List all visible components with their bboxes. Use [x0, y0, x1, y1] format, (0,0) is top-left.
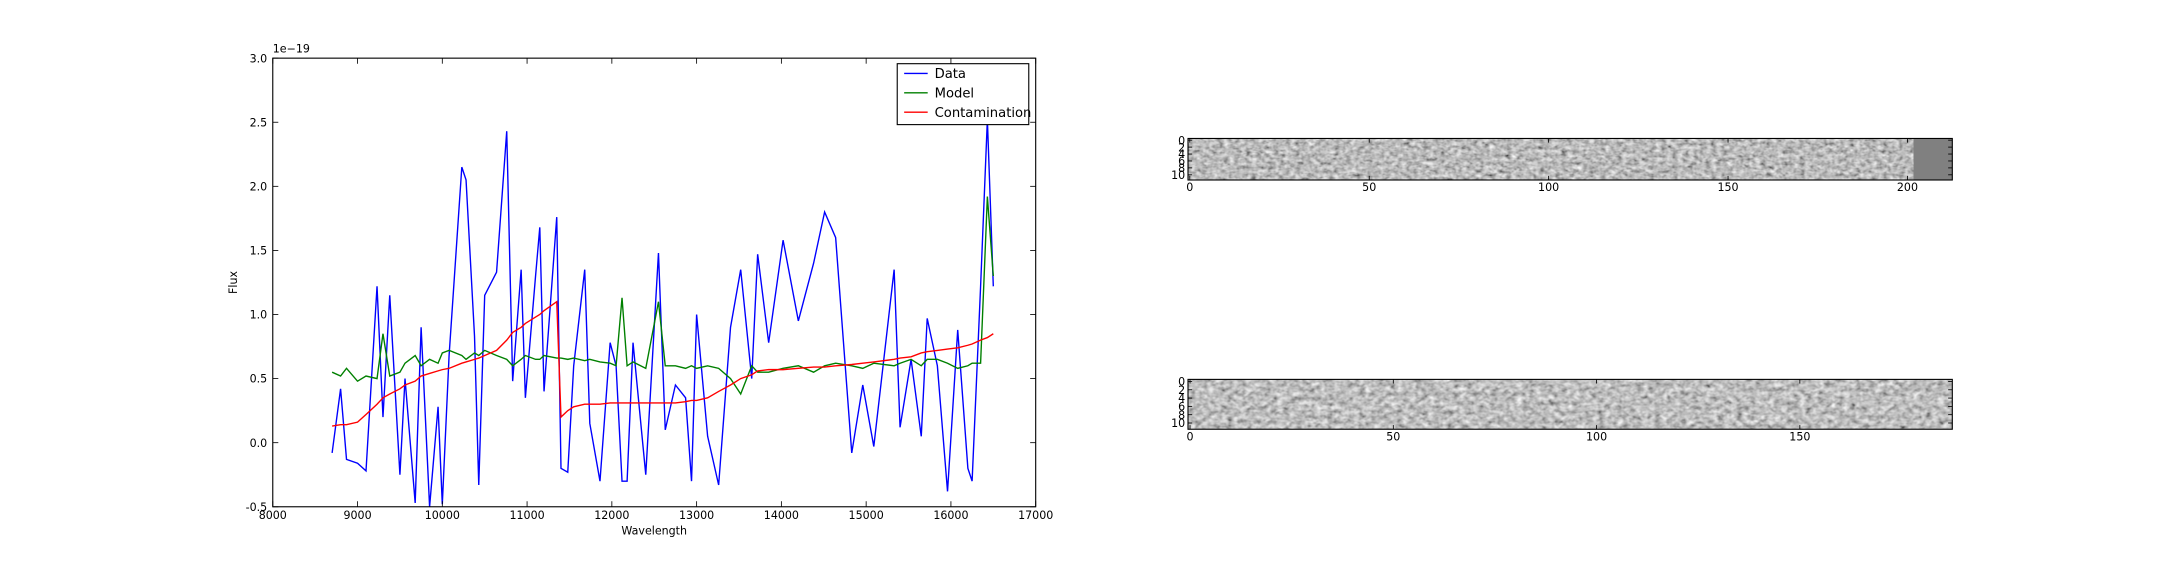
x-tick-label: 13000	[679, 509, 714, 522]
y-offset-label: 1e−19	[273, 43, 310, 56]
image-frame	[1187, 137, 1953, 181]
y-tick-label: 6	[1178, 155, 1185, 168]
y-tick-label: 0.0	[250, 437, 268, 450]
y-tick-label: 2	[1178, 384, 1185, 397]
y-tick-label: 0.5	[250, 373, 268, 386]
y-tick-label: 8	[1178, 162, 1185, 175]
x-tick-label: 8000	[259, 509, 287, 522]
x-tick-label: 150	[1717, 181, 1738, 194]
spectrum-image	[1188, 138, 1953, 180]
x-tick-label: 0	[1187, 430, 1194, 443]
x-axis-label: Wavelength	[621, 524, 687, 537]
y-tick-label: 1.0	[250, 309, 268, 322]
data-line	[331, 119, 995, 507]
x-tick-label: 16000	[933, 509, 968, 522]
y-axis-label: Flux	[227, 271, 240, 294]
y-tick-label: 10	[1171, 169, 1185, 182]
image-frame	[1187, 378, 1953, 430]
spectrum-image	[1188, 379, 1953, 430]
y-tick-label: 8	[1178, 409, 1185, 422]
legend-label: Contamination	[935, 106, 1032, 121]
y-tick-label: 1.5	[250, 245, 268, 258]
data-line	[331, 196, 994, 396]
y-tick-label: 6	[1178, 401, 1185, 414]
y-tick-label: -0.5	[246, 501, 268, 514]
y-tick-label: 3.0	[250, 52, 268, 65]
plot-frame	[272, 57, 1037, 508]
x-tick-label: 100	[1538, 181, 1559, 194]
x-tick-label: 10000	[425, 509, 460, 522]
y-tick-label: 0	[1178, 376, 1185, 389]
y-tick-label: 0	[1178, 134, 1185, 147]
x-tick-label: 150	[1789, 430, 1810, 443]
y-tick-label: 10	[1171, 417, 1185, 430]
y-tick-label: 2.0	[250, 180, 268, 193]
y-tick-label: 2	[1178, 141, 1185, 154]
x-tick-label: 14000	[764, 509, 799, 522]
legend-label: Model	[935, 87, 974, 102]
image-padding	[1913, 138, 1953, 180]
x-tick-label: 12000	[594, 509, 629, 522]
y-tick-label: 4	[1178, 392, 1185, 405]
x-tick-label: 15000	[849, 509, 884, 522]
x-tick-label: 11000	[509, 509, 544, 522]
x-tick-label: 0	[1186, 181, 1193, 194]
x-tick-label: 200	[1897, 181, 1918, 194]
x-tick-label: 9000	[343, 509, 371, 522]
y-tick-label: 2.5	[250, 116, 268, 129]
x-tick-label: 50	[1386, 430, 1400, 443]
y-tick-label: 4	[1178, 148, 1185, 161]
data-line	[332, 300, 994, 427]
legend-label: Data	[935, 67, 966, 82]
x-tick-label: 50	[1362, 181, 1376, 194]
x-tick-label: 100	[1586, 430, 1607, 443]
x-tick-label: 17000	[1018, 509, 1053, 522]
